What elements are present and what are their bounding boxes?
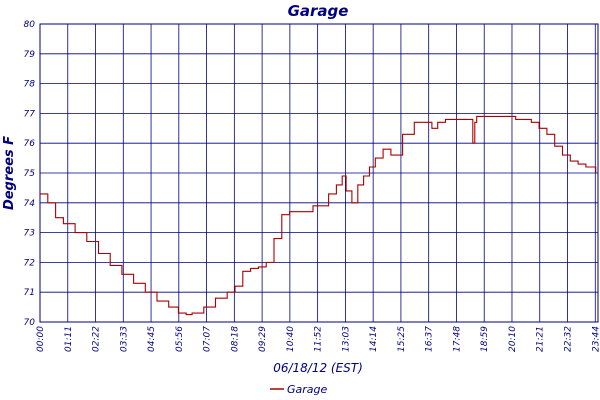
x-tick-label: 02:22 — [92, 326, 102, 352]
x-tick-label: 22:32 — [564, 326, 574, 352]
x-tick-label: 18:59 — [480, 326, 490, 352]
y-tick-label: 73 — [24, 229, 36, 239]
x-tick-label: 08:18 — [230, 326, 240, 352]
x-tick-label: 03:33 — [119, 326, 129, 352]
x-tick-label: 13:03 — [341, 326, 351, 352]
y-tick-label: 70 — [24, 318, 36, 328]
y-tick-label: 71 — [24, 288, 35, 298]
x-tick-label: 00:00 — [36, 326, 46, 352]
legend-label-garage: Garage — [287, 383, 328, 396]
y-tick-label: 72 — [24, 258, 36, 268]
x-axis-label: 06/18/12 (EST) — [273, 361, 363, 375]
y-tick-label: 75 — [24, 169, 36, 179]
series-line-garage — [40, 115, 597, 316]
x-tick-label: 04:45 — [147, 326, 157, 352]
legend: Garage — [270, 383, 328, 396]
series-group — [40, 115, 597, 316]
x-tick-label: 07:07 — [203, 326, 213, 352]
y-axis-label: Degrees F — [2, 136, 17, 210]
x-tick-label: 14:14 — [369, 326, 379, 352]
x-tick-label: 05:56 — [175, 326, 185, 352]
x-tick-label: 11:52 — [314, 326, 324, 352]
x-tick-label: 10:40 — [286, 326, 296, 352]
y-tick-label: 77 — [24, 109, 36, 119]
grid — [39, 23, 599, 323]
y-tick-label: 79 — [24, 50, 36, 60]
y-tick-label: 80 — [24, 20, 36, 30]
x-tick-label: 23:44 — [591, 326, 600, 352]
x-tick-label: 20:10 — [508, 326, 518, 352]
chart-title: Garage — [288, 2, 349, 20]
x-tick-label: 15:25 — [397, 326, 407, 352]
x-tick-label: 16:37 — [425, 326, 435, 352]
x-tick-label: 17:48 — [452, 326, 462, 352]
x-tick-labels: 00:00 01:11 02:22 03:33 04:45 05:56 07:07 08:18… — [36, 326, 600, 352]
x-tick-label: 21:21 — [536, 326, 546, 352]
y-tick-labels: 70 71 72 73 74 75 76 77 78 79 80 — [24, 20, 36, 328]
x-tick-label: 01:11 — [64, 326, 74, 352]
y-tick-label: 74 — [24, 199, 36, 209]
x-tick-label: 09:29 — [258, 326, 268, 352]
y-tick-label: 78 — [24, 80, 36, 90]
y-tick-label: 76 — [24, 139, 36, 149]
